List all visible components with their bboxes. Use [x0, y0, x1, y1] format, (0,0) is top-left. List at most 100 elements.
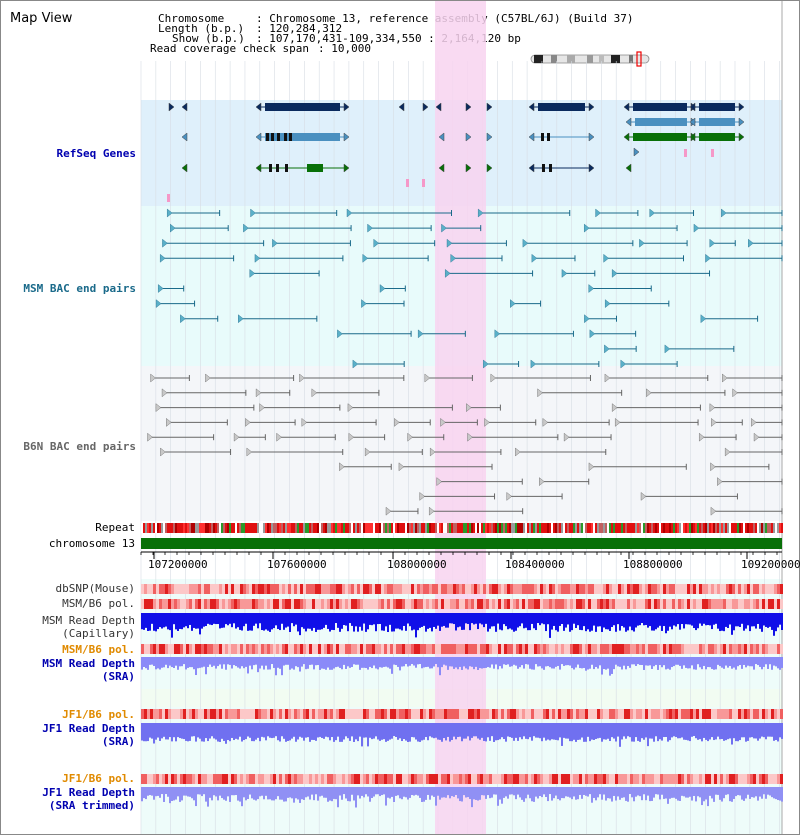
msm-pol-cell: [585, 599, 588, 609]
msm-pol2-cell: [459, 644, 462, 654]
jf1-pol2-cell: [381, 774, 384, 784]
msm-depth-sra-bar: [441, 657, 443, 668]
msm-depth-sra-bar: [419, 657, 421, 665]
jf1-pol2-cell: [264, 774, 267, 784]
repeat-element: [189, 523, 191, 533]
msm-depth-capillary-bar: [679, 613, 681, 630]
jf1-depth-trim-label[interactable]: JF1 Read Depth: [42, 786, 135, 799]
msm-pol-cell: [564, 599, 567, 609]
msm-pol-cell: [624, 599, 627, 609]
jf1-pol2-cell: [195, 774, 198, 784]
jf1-b6-pol-label-2[interactable]: JF1/B6 pol.: [62, 772, 135, 785]
jf1-depth-trim-bar: [439, 787, 441, 800]
msm-pol2-cell: [498, 644, 501, 654]
bac-end-marker: [147, 432, 153, 442]
jf1-depth-sra-bar: [255, 723, 257, 740]
dbsnp-cell: [303, 584, 306, 594]
msm-depth-sra-bar: [295, 657, 297, 667]
msm-depth-capillary-bar: [553, 613, 555, 626]
repeat-element: [535, 523, 537, 533]
jf1-depth-sra-label[interactable]: JF1 Read Depth: [42, 722, 135, 735]
msm-depth-capillary-bar: [457, 613, 459, 628]
msm-depth-sra-bar: [241, 657, 243, 667]
repeat-element: [471, 523, 473, 533]
msm-pol2-cell: [276, 644, 279, 654]
jf1-pol-cell: [237, 709, 240, 719]
jf1-depth-sra-bar: [587, 723, 589, 737]
msm-depth-capillary-bar: [245, 613, 247, 624]
msm-bac-label[interactable]: MSM BAC end pairs: [23, 282, 136, 295]
msm-pol2-cell: [633, 644, 636, 654]
msm-depth-sra-bar: [409, 657, 411, 666]
msm-pol2-cell: [399, 644, 402, 654]
refseq-genes-label[interactable]: RefSeq Genes: [57, 147, 136, 160]
jf1-pol2-cell: [741, 774, 744, 784]
dbsnp-cell: [705, 584, 708, 594]
msm-pol-cell: [258, 599, 261, 609]
msm-depth-sra-label[interactable]: MSM Read Depth: [42, 657, 135, 670]
msm-depth-sra-bar: [663, 657, 665, 666]
msm-depth-sra-bar: [727, 657, 729, 668]
jf1-pol2-cell: [204, 774, 207, 784]
b6n-bac-label[interactable]: B6N BAC end pairs: [23, 440, 136, 453]
msm-depth-sra-bar: [529, 657, 531, 669]
msm-pol-cell: [714, 599, 717, 609]
msm-depth-capillary-bar: [699, 613, 701, 624]
msm-depth-capillary-bar: [681, 613, 683, 625]
msm-depth-capillary-bar: [475, 613, 477, 624]
msm-depth-sra-bar: [349, 657, 351, 668]
msm-depth-sra-bar: [293, 657, 295, 670]
msm-pol2-cell: [408, 644, 411, 654]
msm-depth-sra-bar: [767, 657, 769, 669]
jf1-depth-trim-bar: [597, 787, 599, 798]
b6n-bac-label-text: B6N BAC end pairs: [23, 440, 136, 453]
msm-pol2-cell: [297, 644, 300, 654]
msm-depth-capillary-bar: [545, 613, 547, 632]
msm-pol-cell: [738, 599, 741, 609]
jf1-b6-pol-label[interactable]: JF1/B6 pol.: [62, 708, 135, 721]
bac-end-marker: [373, 238, 380, 248]
jf1-pol-cell: [480, 709, 483, 719]
gene-fragment: [422, 179, 425, 187]
msm-b6-pol-label[interactable]: MSM/B6 pol.: [62, 597, 135, 610]
repeat-element: [273, 523, 275, 533]
msm-pol-cell: [732, 599, 735, 609]
jf1-pol-cell: [420, 709, 423, 719]
jf1-depth-sra-bar: [543, 723, 545, 738]
msm-depth-sra-bar: [765, 657, 767, 665]
jf1-depth-sra-bar: [313, 723, 315, 740]
dbsnp-cell: [663, 584, 666, 594]
dbsnp-cell: [432, 584, 435, 594]
msm-b6-pol-label-2[interactable]: MSM/B6 pol.: [62, 643, 135, 656]
jf1-depth-sra-bar: [311, 723, 313, 740]
jf1-pol2-cell: [447, 774, 450, 784]
msm-depth-capillary-bar: [605, 613, 607, 630]
jf1-pol2-cell: [387, 774, 390, 784]
dbsnp-cell: [687, 584, 690, 594]
msm-pol2-cell: [486, 644, 489, 654]
jf1-depth-trim-bar: [609, 787, 611, 799]
dbsnp-label[interactable]: dbSNP(Mouse): [55, 582, 135, 595]
gene-body: [633, 133, 687, 141]
bac-end-marker: [255, 388, 262, 398]
msm-pol2-cell: [615, 644, 618, 654]
dbsnp-cell: [723, 584, 726, 594]
jf1-depth-sra-bar: [265, 723, 267, 741]
jf1-depth-sra-bar: [405, 723, 407, 741]
msm-pol2-cell: [753, 644, 756, 654]
jf1-pol-cell: [513, 709, 516, 719]
jf1-depth-trim-bar: [449, 787, 451, 799]
msm-depth-capillary-bar: [691, 613, 693, 626]
msm-pol-cell: [534, 599, 537, 609]
chromosome-ideogram[interactable]: [529, 51, 653, 67]
jf1-depth-sra-bar: [581, 723, 583, 738]
jf1-depth-sra-bar: [417, 723, 419, 742]
msm-depth-capillary-bar: [447, 613, 449, 628]
msm-pol-cell: [612, 599, 615, 609]
jf1-depth-trim-bar: [395, 787, 397, 796]
msm-depth-capillary-bar: [735, 613, 737, 627]
repeat-element: [743, 523, 745, 533]
msm-pol-cell: [264, 599, 267, 609]
msm-depth-capillary-label[interactable]: MSM Read Depth: [42, 614, 135, 627]
